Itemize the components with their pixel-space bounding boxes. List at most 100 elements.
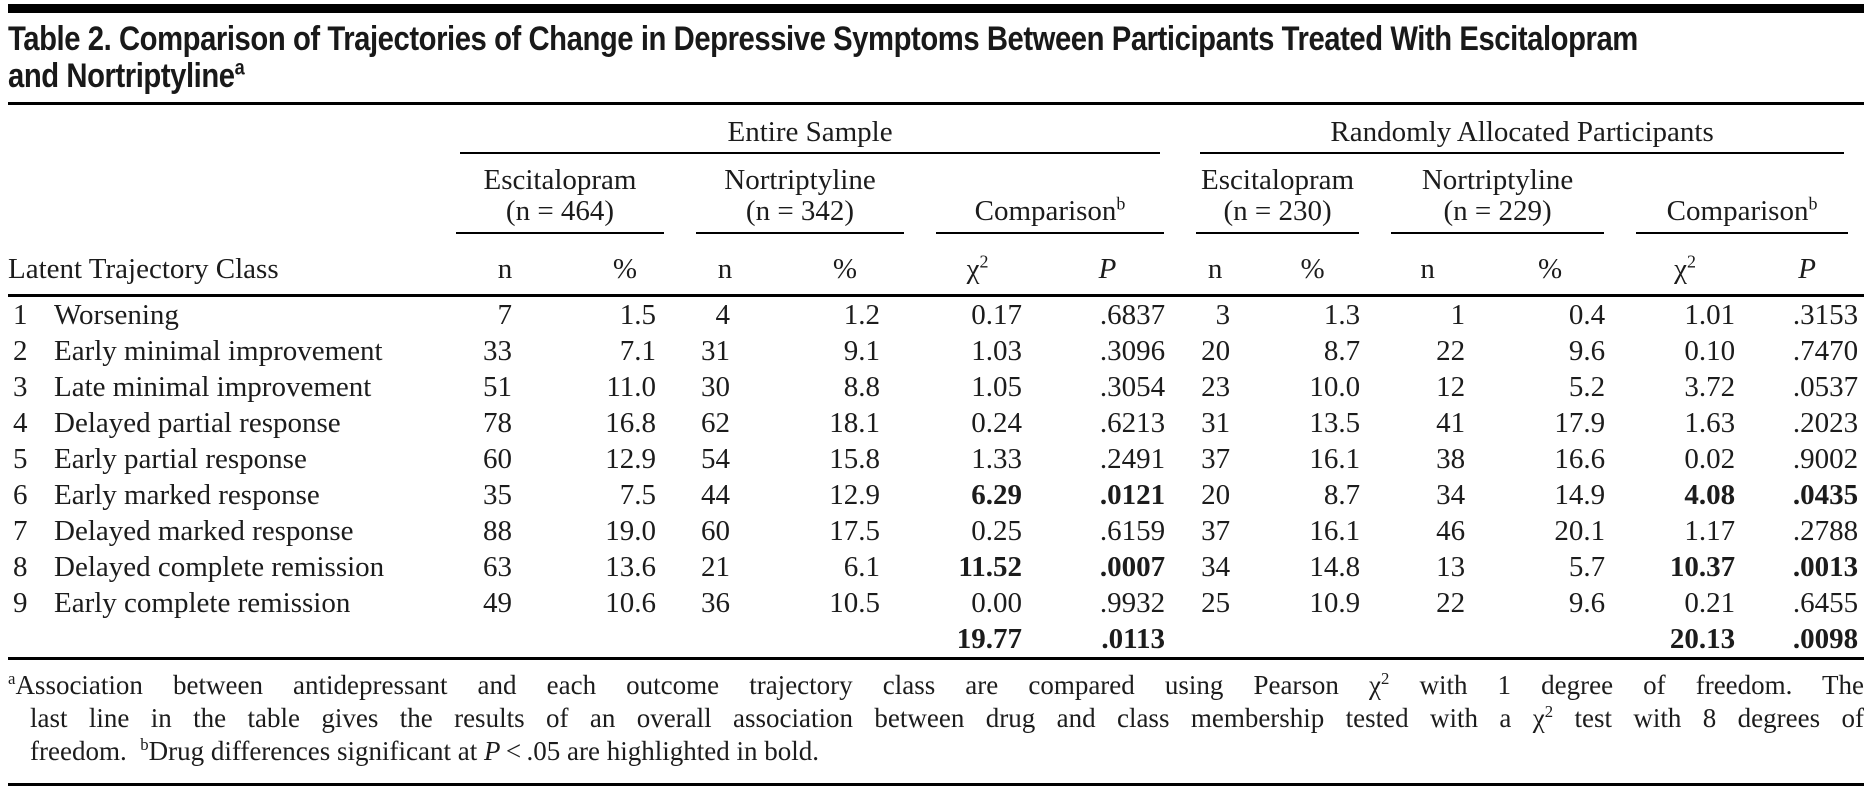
value-cell: .6455 <box>1792 587 1859 619</box>
col-header-n: n <box>440 234 570 297</box>
spanner-randomly-allocated: Randomly Allocated Participants <box>1180 105 1864 154</box>
value-cell: 1 <box>1450 299 1466 331</box>
value-cell: 1.5 <box>619 299 656 331</box>
value-cell <box>570 621 680 659</box>
value-cell: .9002 <box>1792 443 1859 475</box>
title-rule <box>8 102 1864 105</box>
value-cell <box>1180 621 1250 659</box>
class-number: 2 <box>13 335 28 367</box>
table-title: Table 2. Comparison of Trajectories of C… <box>8 21 1864 95</box>
value-cell: 14.8 <box>1309 551 1361 583</box>
value-cell: 1.05 <box>971 371 1022 403</box>
trajectory-class-cell: 5 Early partial response <box>8 441 440 477</box>
trajectory-class-cell: 9 Early complete remission <box>8 585 440 621</box>
table-title-line2: and Nortriptylinea <box>8 56 245 95</box>
value-cell: 1.03 <box>971 335 1022 367</box>
value-cell: 13.5 <box>1309 407 1361 439</box>
value-cell: 17.5 <box>829 515 880 547</box>
table-body: 1 Worsening 7 1.5 4 1.2 0.17 .6837 3 1.3 1 0.4 1.01.… <box>8 296 1864 659</box>
value-cell: 38 <box>1436 443 1466 475</box>
value-cell: 11.52 <box>958 551 1022 583</box>
col-header-chi-square: χ2 <box>920 234 1035 297</box>
table-row: 2 Early minimal improvement 33 7.1 31 9.1 1.03… <box>8 333 1864 369</box>
class-number: 8 <box>13 551 28 583</box>
value-cell: 0.02 <box>1684 443 1736 475</box>
value-cell: 78 <box>483 407 512 439</box>
value-cell: 37 <box>1201 515 1231 547</box>
value-cell: 1.01 <box>1684 299 1736 331</box>
class-label: Delayed complete remission <box>54 551 385 583</box>
value-cell: 11.0 <box>606 371 656 403</box>
value-cell: 88 <box>483 515 512 547</box>
value-cell: .2023 <box>1792 407 1859 439</box>
trajectory-class-cell: 1 Worsening <box>8 296 440 334</box>
col-header-p-value: P <box>1750 234 1865 297</box>
value-cell: 20 <box>1201 479 1231 511</box>
value-cell: 4.08 <box>1684 479 1736 511</box>
value-cell: 0.4 <box>1568 299 1606 331</box>
value-cell: 16.1 <box>1309 443 1361 475</box>
spanner-entire-sample: Entire Sample <box>440 105 1180 154</box>
col-header-n: n <box>1180 234 1251 297</box>
value-cell: 23 <box>1201 371 1231 403</box>
class-number: 9 <box>13 587 28 619</box>
value-cell: 25 <box>1201 587 1231 619</box>
table-row: 3 Late minimal improvement 51 11.0 30 8.8 1.05… <box>8 369 1864 405</box>
value-cell: 0.24 <box>971 407 1022 439</box>
value-cell: .0007 <box>1099 551 1166 583</box>
col-header-p-value: P <box>1035 234 1181 297</box>
class-number: 4 <box>13 407 28 439</box>
col-header-pct: % <box>570 234 680 297</box>
trajectory-class-cell: 8 Delayed complete remission <box>8 549 440 585</box>
value-cell <box>770 621 920 659</box>
value-cell: 12 <box>1436 371 1466 403</box>
value-cell: 8.8 <box>843 371 880 403</box>
value-cell: 15.8 <box>829 443 880 475</box>
value-cell: .6837 <box>1099 299 1166 331</box>
value-cell: 36 <box>701 587 730 619</box>
value-cell: .2788 <box>1792 515 1859 547</box>
class-label: Late minimal improvement <box>54 371 372 403</box>
value-cell: 16.8 <box>605 407 656 439</box>
value-cell: .0098 <box>1792 623 1859 655</box>
value-cell <box>1480 621 1620 659</box>
value-cell: .3153 <box>1792 299 1859 331</box>
value-cell: 20.1 <box>1554 515 1606 547</box>
col-header-n: n <box>1375 234 1481 297</box>
value-cell: 62 <box>701 407 730 439</box>
value-cell: 10.6 <box>605 587 656 619</box>
value-cell: .2491 <box>1099 443 1166 475</box>
comparison-table: Latent Trajectory Class Entire Sample Ra… <box>8 105 1865 660</box>
value-cell: 6.29 <box>971 479 1022 511</box>
value-cell <box>1250 621 1375 659</box>
value-cell: 20 <box>1201 335 1231 367</box>
value-cell: 13 <box>1436 551 1466 583</box>
table-row: 6 Early marked response 35 7.5 44 12.9 6.29 .01… <box>8 477 1864 513</box>
value-cell: 49 <box>483 587 512 619</box>
trajectory-class-cell: 4 Delayed partial response <box>8 405 440 441</box>
trajectory-class-cell: 2 Early minimal improvement <box>8 333 440 369</box>
value-cell: 7.5 <box>619 479 656 511</box>
group-comparison-randomized: Comparisonb <box>1620 154 1864 234</box>
col-header-pct: % <box>1250 234 1376 297</box>
trajectory-class-cell: 3 Late minimal improvement <box>8 369 440 405</box>
value-cell <box>440 621 570 659</box>
class-label: Delayed partial response <box>54 407 341 439</box>
table-title-line1: Table 2. Comparison of Trajectories of C… <box>8 20 1638 58</box>
table-row: 8 Delayed complete remission 63 13.6 21 6.1 11… <box>8 549 1864 585</box>
value-cell: 31 <box>701 335 730 367</box>
value-cell: 1.17 <box>1684 515 1736 547</box>
class-label: Early marked response <box>54 479 320 511</box>
value-cell: 19.0 <box>605 515 656 547</box>
value-cell: 0.25 <box>971 515 1022 547</box>
value-cell: 8.7 <box>1323 479 1361 511</box>
value-cell: 44 <box>701 479 730 511</box>
value-cell: 1.33 <box>971 443 1022 475</box>
value-cell: 0.17 <box>971 299 1022 331</box>
value-cell: 33 <box>483 335 512 367</box>
value-cell: 20.13 <box>1669 623 1736 655</box>
class-label: Worsening <box>54 299 179 331</box>
value-cell: 63 <box>483 551 512 583</box>
value-cell: 54 <box>701 443 730 475</box>
value-cell: 7 <box>497 299 513 331</box>
